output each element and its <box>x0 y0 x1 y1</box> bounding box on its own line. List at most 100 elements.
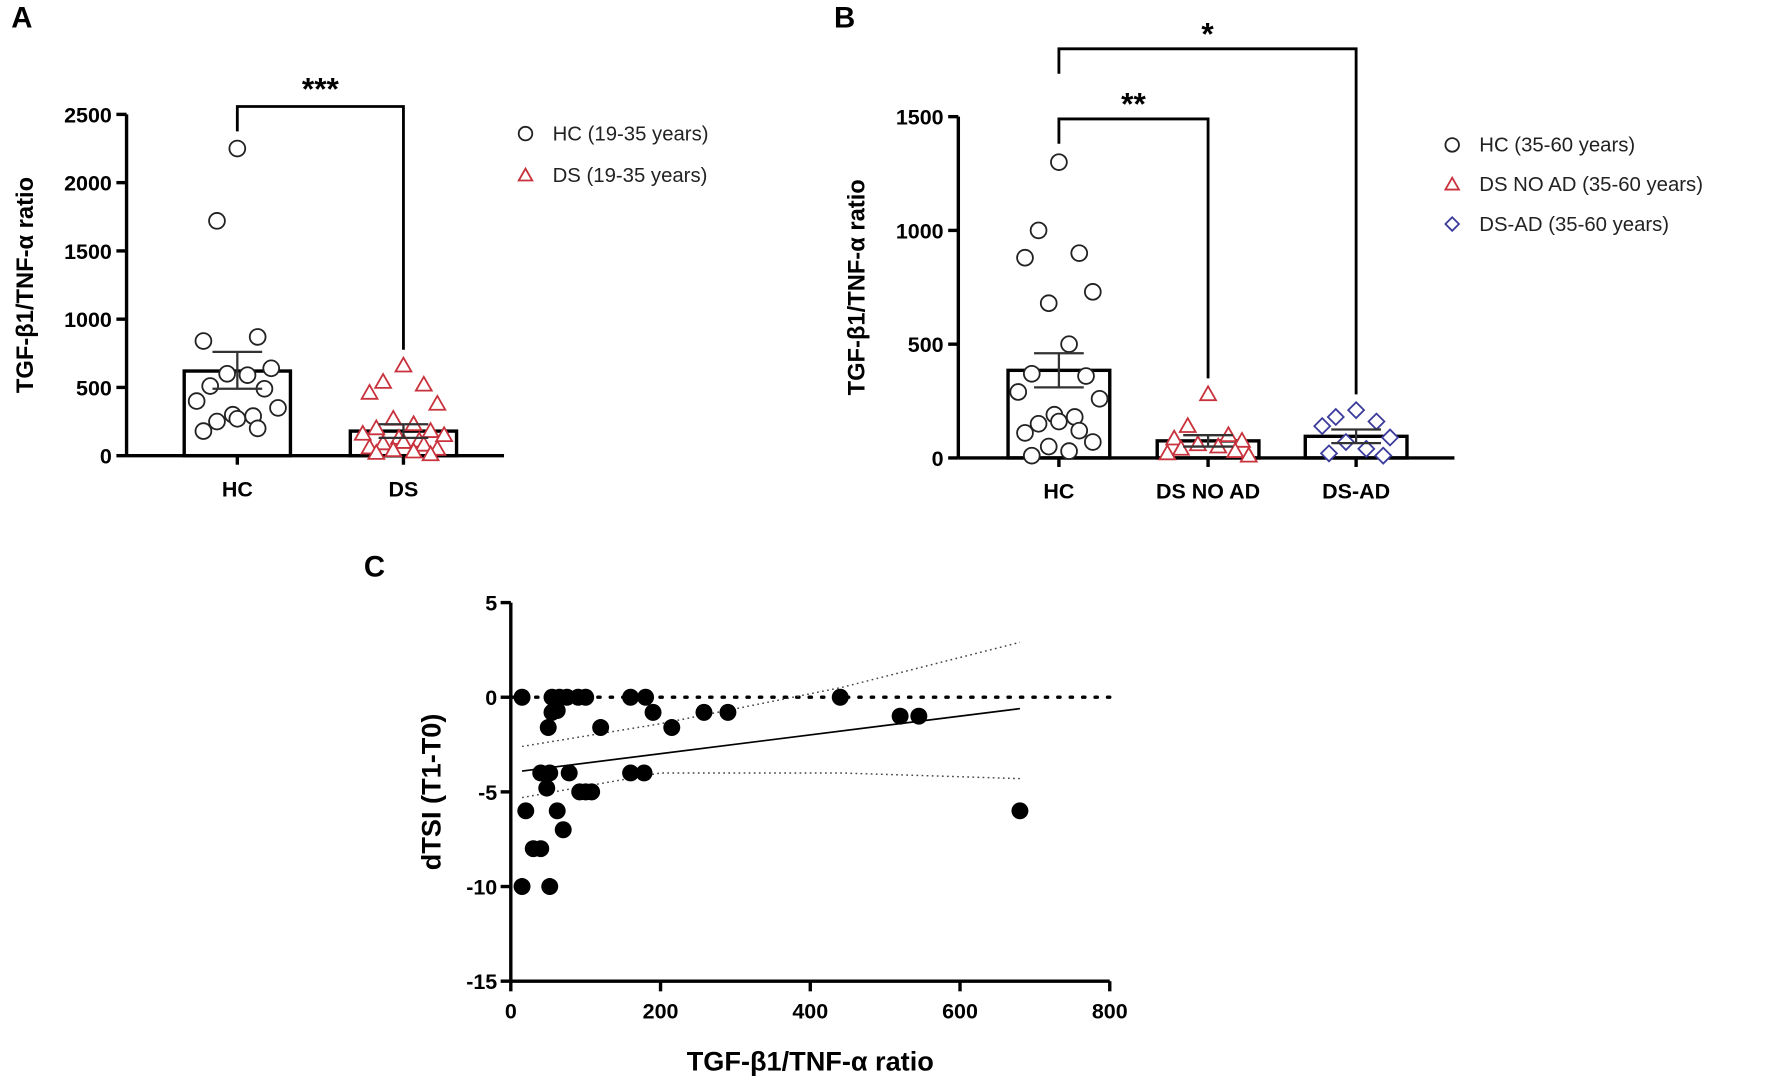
data-point <box>831 688 849 706</box>
data-point <box>548 702 566 719</box>
legend-marker <box>517 166 534 182</box>
data-point <box>541 878 559 896</box>
data-point <box>373 433 393 451</box>
data-point <box>560 764 578 782</box>
data-point <box>517 802 535 820</box>
data-point <box>583 783 601 801</box>
data-point <box>366 418 386 436</box>
data-point <box>404 441 424 459</box>
y-tick-label: 1000 <box>64 308 112 332</box>
x-tick-label: 400 <box>792 999 828 1023</box>
x-tick-label: 200 <box>643 999 679 1023</box>
data-point <box>1029 221 1048 240</box>
y-tick-label: 0 <box>485 686 497 710</box>
data-point <box>187 392 206 410</box>
data-point <box>373 372 393 389</box>
data-point <box>1357 439 1376 459</box>
data-point <box>421 444 441 462</box>
data-point <box>1011 802 1029 820</box>
y-tick-label: 5 <box>485 592 497 616</box>
data-point <box>1313 416 1332 436</box>
legend-marker <box>1444 137 1460 153</box>
data-point <box>1198 384 1218 402</box>
data-point <box>201 377 220 395</box>
data-point <box>577 688 595 706</box>
y-axis-label: TGF-β1/TNF-α ratio <box>13 177 39 393</box>
significance-label: *** <box>302 71 340 107</box>
data-point <box>366 443 386 460</box>
data-point <box>414 435 434 452</box>
x-tick-label: DS <box>389 477 419 501</box>
data-point <box>194 332 213 350</box>
y-tick-label: -10 <box>466 875 497 899</box>
x-tick-label: HC <box>1043 480 1074 504</box>
data-point <box>1336 432 1356 452</box>
data-point <box>539 719 557 736</box>
data-point <box>1077 367 1095 385</box>
y-tick-label: 500 <box>908 333 944 357</box>
y-axis-label: dTSI (T1-T0) <box>416 714 447 871</box>
data-point <box>1367 412 1386 431</box>
data-point <box>513 688 531 706</box>
data-point <box>421 421 441 438</box>
data-point <box>1164 428 1184 446</box>
data-point <box>1016 248 1034 267</box>
y-tick-label: 2000 <box>64 172 112 196</box>
data-point <box>353 424 373 441</box>
data-point <box>269 399 287 417</box>
data-point <box>554 821 572 839</box>
significance-label: ** <box>1121 85 1146 121</box>
data-point <box>360 383 380 400</box>
significance-label: * <box>1201 15 1214 51</box>
data-point <box>1029 414 1048 433</box>
data-point <box>538 779 556 797</box>
regression-line <box>521 707 1021 772</box>
y-tick-label: -15 <box>466 970 497 994</box>
y-tick-label: -5 <box>478 781 497 805</box>
data-point <box>622 764 640 782</box>
data-point <box>1022 364 1041 383</box>
legend-label: HC (35-60 years) <box>1479 135 1635 157</box>
data-point <box>218 364 236 383</box>
data-point <box>1039 437 1058 456</box>
data-point <box>1083 283 1102 301</box>
data-point <box>1060 442 1078 460</box>
data-point <box>262 359 281 378</box>
data-point <box>228 139 247 158</box>
panel-label: C <box>364 551 385 584</box>
data-point <box>1083 433 1102 451</box>
data-point <box>532 840 550 858</box>
x-tick-label: 600 <box>942 999 978 1023</box>
x-axis-label: TGF-β1/TNF-α ratio <box>687 1045 934 1076</box>
data-point <box>1188 434 1208 452</box>
y-tick-label: 500 <box>76 376 112 400</box>
data-point <box>548 802 566 820</box>
significance-bracket <box>235 105 405 350</box>
panel-label: B <box>834 1 855 34</box>
panel-label: A <box>11 1 32 34</box>
data-point <box>1022 446 1041 465</box>
y-tick-label: 2500 <box>64 103 112 127</box>
data-point <box>1009 383 1028 401</box>
data-point <box>208 412 226 431</box>
data-point <box>383 409 403 426</box>
data-point <box>635 764 653 782</box>
data-point <box>1225 441 1245 458</box>
data-point <box>910 707 928 725</box>
x-tick-label: 0 <box>505 999 517 1023</box>
data-point <box>414 374 434 392</box>
data-point <box>427 394 447 411</box>
y-tick-label: 0 <box>100 445 112 469</box>
data-point <box>513 878 531 896</box>
data-point <box>393 355 413 373</box>
data-point <box>622 688 640 706</box>
legend-label: DS NO AD (35-60 years) <box>1479 174 1703 196</box>
legend-marker <box>517 125 534 142</box>
y-tick-label: 1500 <box>896 106 944 130</box>
data-point <box>383 440 403 458</box>
data-point <box>1039 294 1058 313</box>
data-point <box>228 410 247 428</box>
data-point <box>719 703 737 721</box>
data-point <box>1090 389 1109 408</box>
